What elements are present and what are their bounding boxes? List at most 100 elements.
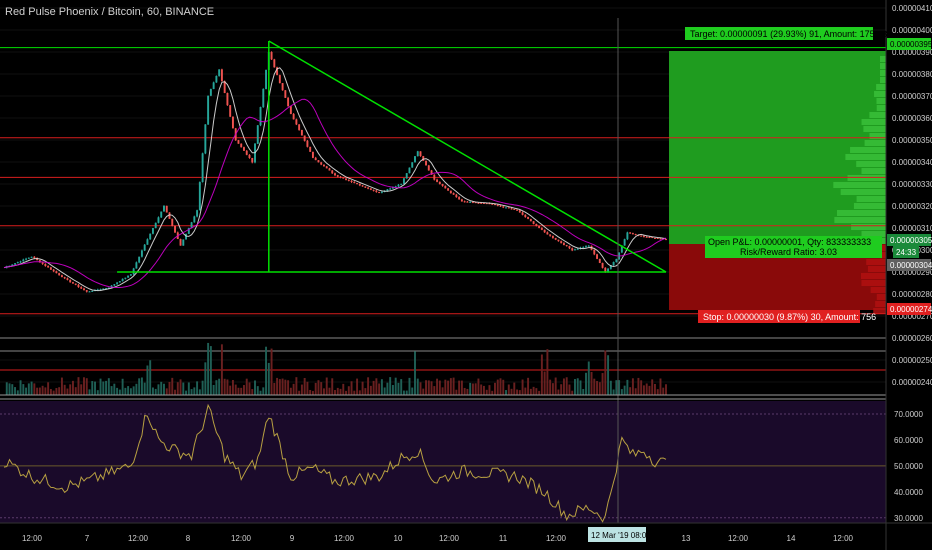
candle-body (571, 248, 574, 251)
rsi-axis[interactable]: 70.0000 60.0000 50.0000 40.0000 30.0000 (894, 410, 923, 523)
volume-bar (518, 390, 521, 395)
candle-body (361, 185, 364, 187)
target-label[interactable]: Target: 0.00000091 (29.93%) 91, Amount: … (685, 27, 892, 40)
candle-body (425, 160, 427, 166)
stop-price-badge: 0.00000274 (887, 303, 932, 315)
volume-bar (281, 378, 284, 395)
volume-bar (27, 383, 30, 395)
candle-body (480, 202, 483, 204)
volume-bar (562, 378, 565, 395)
volume-bar (441, 387, 444, 395)
candle-body (182, 239, 185, 246)
candle-body (284, 90, 287, 98)
candle-body (259, 107, 262, 126)
volume-bar (256, 386, 259, 395)
volume-bar (642, 385, 645, 395)
candle-body (499, 205, 502, 207)
volume-profile-bar (880, 77, 886, 83)
volume-bar (665, 384, 667, 395)
time-tick-label: 12:00 (833, 534, 854, 543)
time-tick-label: 14 (787, 534, 796, 543)
pnl-label[interactable]: Open P&L: 0.00000001, Qty: 833333333 Ris… (705, 236, 882, 258)
candle-body (60, 275, 63, 278)
volume-bar (480, 384, 483, 395)
volume-bar (52, 390, 55, 395)
candle-body (190, 222, 193, 229)
volume-bar (565, 377, 568, 395)
volume-bar (201, 380, 204, 395)
volume-bar (397, 382, 400, 395)
volume-bar (287, 380, 290, 395)
trendlines[interactable] (117, 40, 667, 273)
volume-bar (91, 381, 94, 395)
volume-bar (416, 378, 419, 395)
candle-body (198, 182, 201, 211)
candle-body (626, 232, 629, 240)
price-tick-label: 0.00000310 (892, 224, 932, 233)
candle-body (574, 249, 576, 251)
volume-bar (33, 383, 36, 395)
candle-body (389, 188, 392, 190)
candle-body (102, 288, 105, 290)
volume-bar (640, 380, 643, 395)
volume-bar (629, 387, 632, 395)
volume-profile-bar (874, 91, 886, 97)
candle-body (640, 235, 643, 237)
volume-bar (176, 382, 179, 395)
volume-bar (419, 382, 422, 395)
stop-label[interactable]: Stop: 0.00000030 (9.87%) 30, Amount: 756 (698, 310, 876, 323)
candle-body (607, 268, 610, 273)
candle-body (281, 83, 284, 91)
volume-bar (620, 389, 623, 395)
volume-bar (138, 378, 141, 395)
volume-bar (336, 387, 339, 395)
candle-body (41, 262, 44, 264)
candle-body (436, 179, 439, 182)
volume-profile-bar (876, 105, 886, 111)
candle-body (460, 199, 463, 202)
rsi-pane-band (0, 401, 886, 523)
candle-body (458, 197, 461, 200)
volume-bar (77, 377, 80, 395)
time-tick-label: 12:00 (22, 534, 43, 543)
time-tick-label: 8 (186, 534, 191, 543)
volume-bar (408, 377, 411, 395)
price-tick-label: 0.00000410 (892, 4, 932, 13)
candle-body (273, 59, 276, 68)
candle-body (347, 179, 350, 181)
volume-bar (524, 387, 527, 395)
volume-bar (623, 385, 626, 395)
candle-body (325, 166, 328, 169)
volume-bar (185, 390, 188, 395)
volume-bar (339, 388, 342, 395)
volume-bar (209, 346, 212, 395)
price-tick-label: 0.00000340 (892, 158, 932, 167)
candle-body (99, 289, 102, 291)
candle-body (411, 162, 414, 168)
volume-bar (306, 381, 309, 395)
volume-bar (549, 379, 552, 395)
candle-body (193, 216, 196, 223)
volume-profile-bar (834, 217, 886, 223)
candle-body (601, 262, 604, 268)
volume-bar (353, 390, 356, 395)
candle-body (292, 113, 295, 120)
volume-bar (485, 389, 488, 395)
time-tick-label: 12:00 (546, 534, 567, 543)
svg-text:Open P&L: 0.00000001, Qty: 833: Open P&L: 0.00000001, Qty: 833333333 (708, 237, 871, 247)
volume-bar (394, 377, 397, 395)
volume-bar (496, 379, 499, 395)
candle-body (314, 157, 317, 161)
candle-body (77, 284, 80, 288)
volume-profile-bar (861, 231, 886, 237)
candle-body (367, 187, 370, 189)
volume-bar (165, 388, 168, 395)
time-axis[interactable]: 12:00 7 12:00 8 12:00 9 12:00 10 12:00 11 12:00 13 1… (22, 534, 854, 543)
volume-bar (245, 378, 248, 395)
time-tick-label: 12:00 (334, 534, 355, 543)
volume-bar (223, 378, 226, 395)
volume-bar (529, 388, 532, 395)
volume-profile-bar (833, 182, 886, 188)
candle-body (209, 89, 212, 96)
